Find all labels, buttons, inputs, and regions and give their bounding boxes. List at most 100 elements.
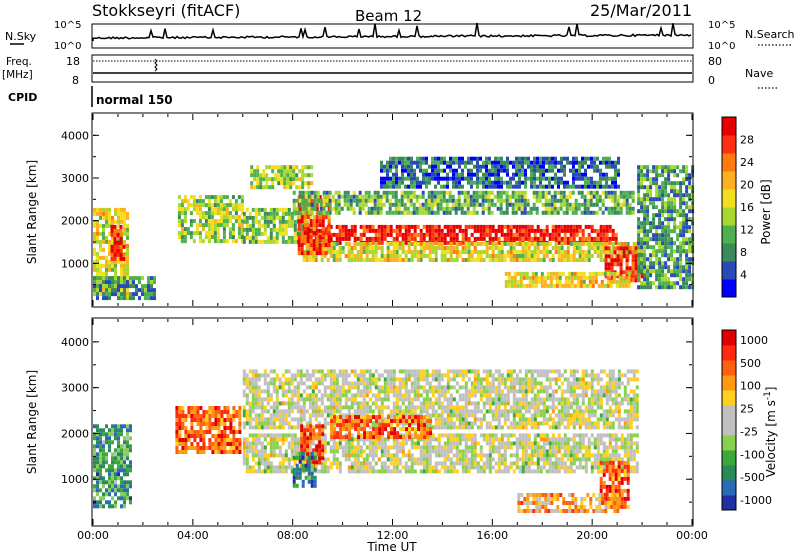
range-time-cell [440,236,444,241]
range-time-cell [349,206,353,211]
range-time-cell [515,180,518,185]
range-time-cell [581,254,585,258]
range-time-cell [560,250,564,254]
range-time-cell [593,184,596,189]
range-time-cell [550,194,554,199]
range-time-cell [554,437,558,442]
range-time-cell [596,164,599,169]
range-time-cell [394,190,398,195]
range-time-cell [404,441,408,446]
range-time-cell [484,190,488,195]
range-time-cell [346,202,350,207]
range-time-cell [685,257,689,262]
range-time-cell [554,164,557,169]
range-time-cell [356,469,360,474]
range-time-cell [626,437,630,442]
range-time-cell [531,275,535,280]
range-time-cell [530,184,533,189]
range-time-cell [655,257,659,262]
range-time-cell [263,397,267,402]
range-time-cell [676,273,680,278]
range-time-cell [581,236,585,241]
range-time-cell [604,190,608,195]
range-time-cell [439,194,443,199]
range-time-cell [454,198,458,203]
range-time-cell [277,181,281,186]
range-time-cell [419,437,423,442]
range-time-cell [398,180,401,185]
range-time-cell [338,401,342,406]
range-time-cell [419,242,423,246]
range-time-cell [572,258,576,262]
range-time-cell [317,413,321,418]
range-time-cell [242,235,246,240]
range-time-cell [266,219,270,224]
range-time-cell [539,164,542,169]
range-time-cell [643,165,647,170]
range-time-cell [389,184,392,189]
range-time-cell [470,453,474,458]
range-time-cell [368,242,372,246]
range-time-cell [553,198,557,203]
range-time-cell [531,271,535,276]
range-time-cell [542,160,545,165]
range-time-cell [260,223,264,228]
range-time-cell [400,202,404,207]
range-time-cell [392,441,396,446]
range-time-cell [539,242,543,246]
range-time-cell [551,246,555,250]
range-time-cell [548,449,552,454]
range-time-cell [262,173,266,178]
range-time-cell [269,235,273,240]
range-time-cell [400,210,404,215]
range-time-cell [374,437,378,442]
range-time-cell [600,271,604,276]
range-time-cell [649,193,653,198]
range-time-cell [623,449,627,454]
range-time-cell [454,202,458,207]
range-time-cell [248,401,252,406]
range-time-cell [507,283,511,288]
range-time-cell [302,425,306,430]
range-time-cell [120,292,123,297]
range-time-cell [676,257,680,262]
range-time-cell [397,206,401,211]
range-time-cell [446,232,450,237]
range-time-cell [350,250,354,254]
range-time-cell [216,231,220,236]
range-time-cell [383,168,386,173]
range-time-cell [287,235,291,240]
range-time-cell [347,250,351,254]
range-time-cell [350,246,354,250]
range-time-cell [511,190,515,195]
range-time-cell [322,206,326,211]
range-time-cell [602,160,605,165]
range-time-cell [460,206,464,211]
range-time-cell [554,236,558,241]
range-time-cell [576,283,580,288]
range-time-cell [269,453,273,458]
range-time-cell [440,433,444,438]
range-time-cell [395,254,399,258]
range-time-cell [509,232,513,237]
range-time-cell [266,239,270,244]
freq-top-tick: 18 [66,55,80,68]
range-time-cell [392,176,395,181]
range-time-cell [473,224,477,229]
range-time-cell [290,373,294,378]
range-time-cell [566,160,569,165]
range-time-cell [96,251,99,256]
range-time-cell [292,169,296,174]
range-time-cell [338,393,342,398]
range-time-cell [284,401,288,406]
range-time-cell [620,457,624,462]
range-time-cell [616,246,620,251]
range-time-cell [248,389,252,394]
range-time-cell [614,232,618,237]
range-time-cell [530,180,533,185]
range-time-cell [497,250,501,254]
range-time-cell [419,228,423,233]
range-time-cell [525,283,529,288]
range-time-cell [332,457,336,462]
range-time-cell [664,217,668,222]
